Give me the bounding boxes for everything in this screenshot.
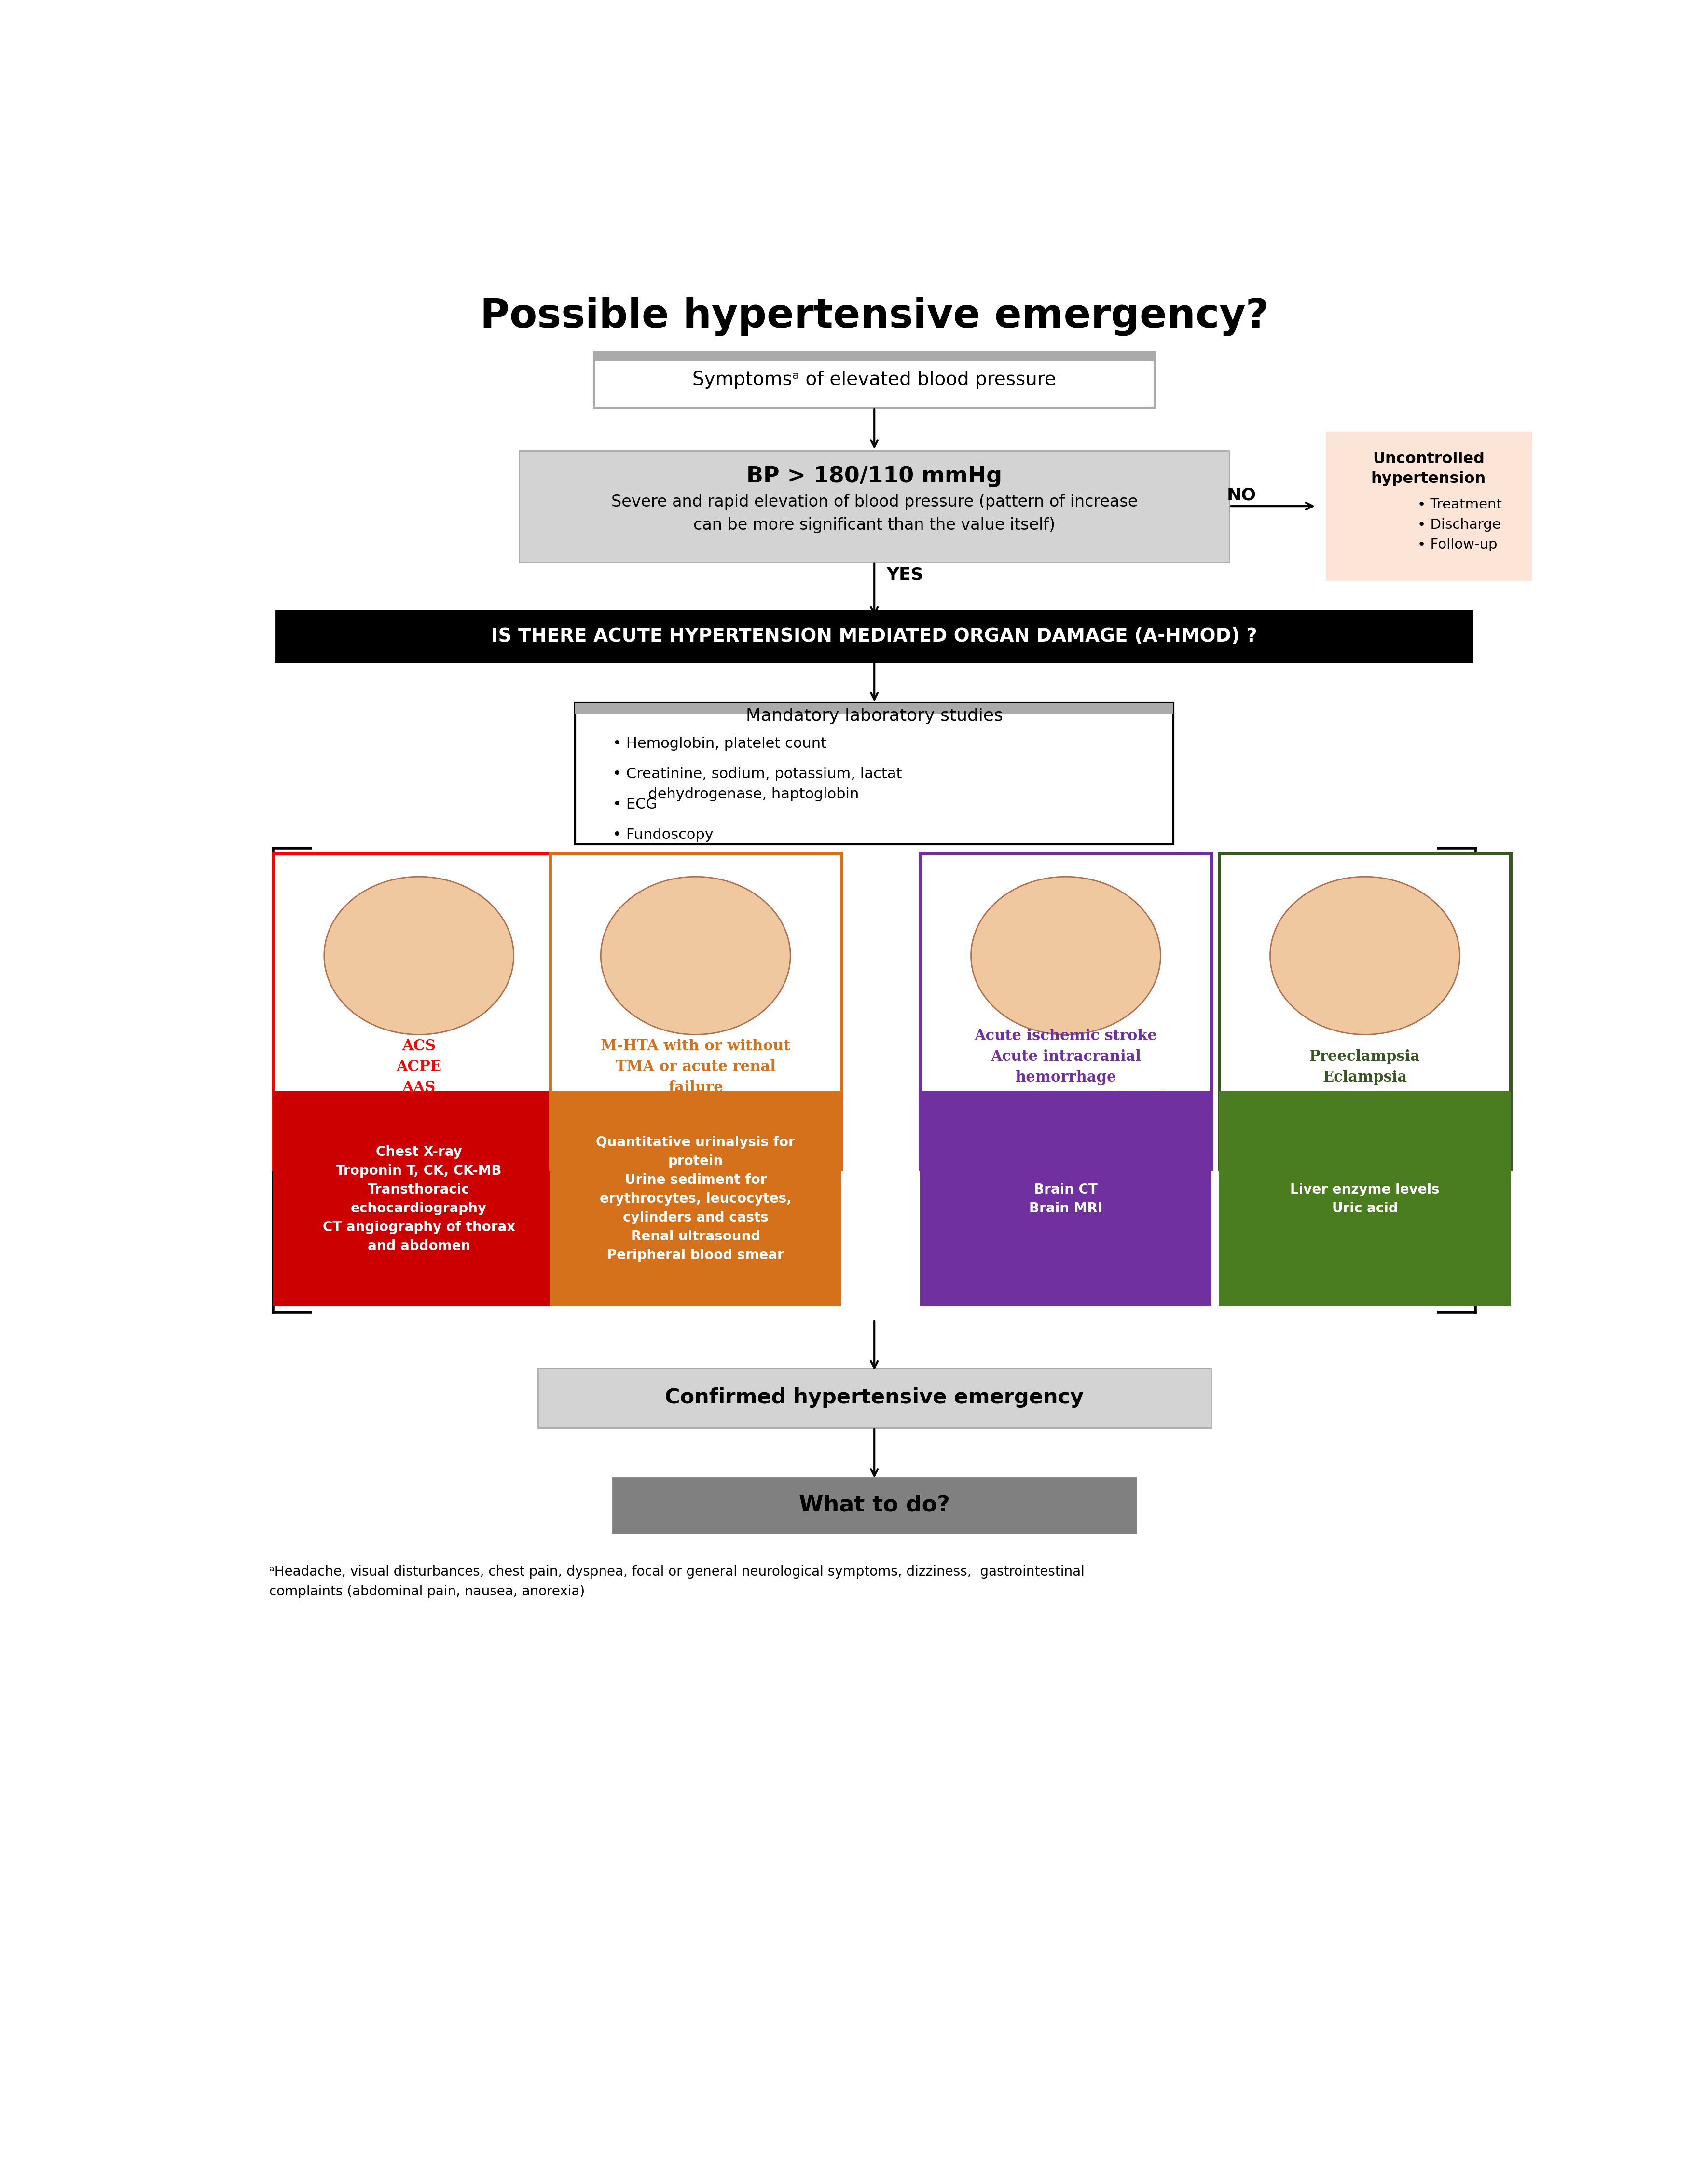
Text: • Creatinine, sodium, potassium, lactat: • Creatinine, sodium, potassium, lactat	[612, 767, 902, 782]
Text: • Treatment
• Discharge
• Follow-up: • Treatment • Discharge • Follow-up	[1418, 498, 1501, 550]
Bar	[276, 609, 1472, 662]
Bar	[549, 1092, 841, 1306]
Text: Liver enzyme levels
Uric acid: Liver enzyme levels Uric acid	[1290, 1184, 1440, 1214]
Text: • Fundoscopy: • Fundoscopy	[612, 828, 713, 841]
Bar	[273, 1092, 565, 1306]
Text: YES: YES	[887, 566, 923, 583]
Bar	[549, 854, 841, 1168]
Bar	[1326, 432, 1532, 581]
Text: M-HTA with or without
TMA or acute renal
failure: M-HTA with or without TMA or acute renal…	[601, 1040, 790, 1096]
Text: Confirmed hypertensive emergency: Confirmed hypertensive emergency	[665, 1387, 1083, 1409]
Text: Severe and rapid elevation of blood pressure (pattern of increase
can be more si: Severe and rapid elevation of blood pres…	[611, 494, 1138, 533]
Bar	[575, 703, 1174, 714]
Text: Preeclampsia
Eclampsia: Preeclampsia Eclampsia	[1310, 1048, 1421, 1085]
Text: ACS
ACPE
AAS: ACS ACPE AAS	[396, 1040, 442, 1096]
Text: Uncontrolled
hypertension: Uncontrolled hypertension	[1372, 452, 1486, 487]
Ellipse shape	[971, 876, 1160, 1035]
Bar	[575, 703, 1174, 845]
Bar	[594, 352, 1155, 408]
Text: BP > 180/110 mmHg: BP > 180/110 mmHg	[747, 465, 1001, 487]
Bar	[273, 854, 565, 1168]
Text: Acute ischemic stroke
Acute intracranial
hemorrhage
Hypertensive encefalopathy: Acute ischemic stroke Acute intracranial…	[950, 1029, 1181, 1105]
Ellipse shape	[601, 876, 790, 1035]
Text: Brain CT
Brain MRI: Brain CT Brain MRI	[1029, 1184, 1102, 1214]
Text: • ECG: • ECG	[612, 797, 657, 812]
Text: ᵃHeadache, visual disturbances, chest pain, dyspnea, focal or general neurologic: ᵃHeadache, visual disturbances, chest pa…	[270, 1566, 1085, 1599]
Text: NO: NO	[1227, 487, 1256, 502]
Ellipse shape	[1269, 876, 1460, 1035]
Text: Quantitative urinalysis for
protein
Urine sediment for
erythrocytes, leucocytes,: Quantitative urinalysis for protein Urin…	[595, 1136, 795, 1262]
Bar	[519, 450, 1230, 561]
Text: Mandatory laboratory studies: Mandatory laboratory studies	[746, 708, 1003, 725]
Ellipse shape	[324, 876, 514, 1035]
Bar	[537, 1367, 1211, 1428]
Bar	[1220, 1092, 1512, 1306]
Bar	[1220, 854, 1512, 1168]
Bar	[594, 352, 1155, 360]
Bar	[920, 1092, 1211, 1306]
Text: Chest X-ray
Troponin T, CK, CK-MB
Transthoracic
echocardiography
CT angiography : Chest X-ray Troponin T, CK, CK-MB Transt…	[322, 1144, 515, 1254]
Text: Possible hypertensive emergency?: Possible hypertensive emergency?	[479, 297, 1269, 336]
Text: • Hemoglobin, platelet count: • Hemoglobin, platelet count	[612, 736, 826, 751]
Text: What to do?: What to do?	[798, 1494, 950, 1516]
Bar	[612, 1479, 1136, 1533]
Text: Symptomsᵃ of elevated blood pressure: Symptomsᵃ of elevated blood pressure	[693, 371, 1056, 389]
Bar	[920, 854, 1211, 1168]
Text: IS THERE ACUTE HYPERTENSION MEDIATED ORGAN DAMAGE (A-HMOD) ?: IS THERE ACUTE HYPERTENSION MEDIATED ORG…	[491, 627, 1257, 644]
Text: dehydrogenase, haptoglobin: dehydrogenase, haptoglobin	[638, 788, 858, 802]
